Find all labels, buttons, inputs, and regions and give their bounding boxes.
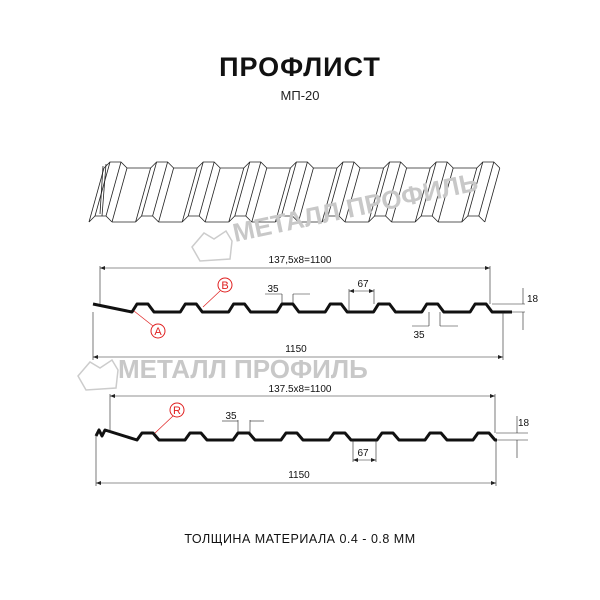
watermark-2: МЕТАЛЛ ПРОФИЛЬ: [118, 354, 368, 384]
p1-trough-label: 67: [357, 279, 369, 290]
sheet-rib-line: [327, 161, 344, 217]
sheet-rib-bottom: [414, 215, 439, 223]
sheet-rib-line: [292, 161, 308, 217]
sheet-rib-line: [298, 167, 314, 223]
p1-height-label: 18: [527, 294, 539, 305]
p2-trough-dimension-arrows: [353, 458, 376, 462]
p2-width-label: 1150: [288, 470, 310, 481]
sheet-rib-bottom: [181, 215, 206, 223]
p1-crest-label: 35: [267, 284, 279, 295]
sheet-rib-line: [105, 161, 122, 217]
sheet-rib-line: [275, 167, 291, 223]
profile-line: [92, 302, 512, 314]
sheet-3d-view: [88, 161, 501, 223]
model-subtitle: МП-20: [280, 88, 320, 103]
sheet-rib-line: [94, 161, 111, 217]
sheet-rib-line: [88, 167, 105, 223]
marker-b-label: B: [221, 280, 228, 292]
sheet-rib-top: [429, 161, 454, 169]
watermark-logo-1: [191, 229, 233, 262]
sheet-rib-top: [383, 161, 407, 169]
material-thickness-note: ТОЛЩИНА МАТЕРИАЛА 0.4 - 0.8 ММ: [184, 532, 416, 546]
sheet-rib-bottom: [321, 215, 346, 223]
sheet-rib-bottom: [368, 215, 392, 223]
sheet-rib-line: [338, 161, 355, 217]
watermark-1: МЕТАЛЛ ПРОФИЛЬ: [230, 167, 481, 248]
p2-height-label: 18: [518, 418, 530, 429]
profile-1: [92, 266, 525, 360]
sheet-rib-line: [437, 167, 454, 223]
sheet-rib-line: [478, 161, 495, 217]
sheet-rib-bottom: [461, 215, 486, 223]
p2-pitch-label: 137.5x8=1100: [269, 384, 332, 395]
sheet-rib-line: [414, 167, 431, 223]
sheet-rib-line: [420, 161, 437, 217]
profile-line: [94, 428, 497, 442]
sheet-rib-top: [290, 161, 314, 169]
sheet-rib-line: [135, 167, 151, 223]
sheet-rib-top: [336, 161, 361, 169]
sheet-rib-line: [152, 161, 168, 217]
sheet-rib-line: [467, 161, 484, 217]
sheet-rib-line: [187, 161, 204, 217]
sheet-rib-line: [198, 161, 215, 217]
sheet-rib-line: [228, 167, 245, 223]
sheet-rib-line: [234, 161, 251, 217]
sheet-rib-bottom: [275, 215, 299, 223]
sheet-rib-line: [204, 167, 221, 223]
sheet-rib-top: [103, 161, 128, 169]
sheet-rib-line: [251, 167, 268, 223]
sheet-rib-line: [245, 161, 262, 217]
sheet-rib-top: [243, 161, 268, 169]
sheet-rib-line: [141, 161, 157, 217]
sheet-rib-bottom: [135, 215, 159, 223]
sheet-rib-line: [158, 167, 174, 223]
sheet-rib-line: [181, 167, 198, 223]
sheet-rib-line: [111, 167, 128, 223]
p1-bottom-label: 35: [413, 330, 425, 341]
p1-pitch-label: 137,5х8=1100: [269, 255, 332, 266]
sheet-rib-line: [368, 167, 384, 223]
sheet-rib-bottom: [228, 215, 253, 223]
sheet-rib-line: [321, 167, 338, 223]
marker-r: [169, 402, 185, 418]
p1-trough-dimension-arrows: [349, 289, 374, 293]
sheet-rib-line: [431, 161, 448, 217]
marker-a: [150, 323, 166, 339]
sheet-rib-top: [150, 161, 174, 169]
sheet-rib-top: [476, 161, 501, 169]
sheet-rib-line: [281, 161, 297, 217]
watermark-logo-2: [77, 358, 119, 391]
sheet-rib-bottom: [88, 215, 113, 223]
marker-a-label: A: [154, 326, 162, 338]
sheet-rib-line: [391, 167, 407, 223]
p2-crest-label: 35: [225, 411, 237, 422]
marker-b: [217, 277, 233, 293]
sheet-rib-line: [385, 161, 401, 217]
p2-trough-label: 67: [357, 448, 369, 459]
sheet-rib-line: [374, 161, 390, 217]
sheet-rib-line: [344, 167, 361, 223]
p1-width-label: 1150: [285, 344, 307, 355]
sheet-rib-line: [461, 167, 478, 223]
profile-2: [94, 394, 528, 486]
page-title: ПРОФЛИСТ: [219, 52, 381, 82]
marker-r-label: R: [173, 405, 181, 417]
sheet-rib-line: [484, 167, 501, 223]
sheet-left-edge-2: [101, 163, 107, 217]
sheet-rib-top: [196, 161, 221, 169]
